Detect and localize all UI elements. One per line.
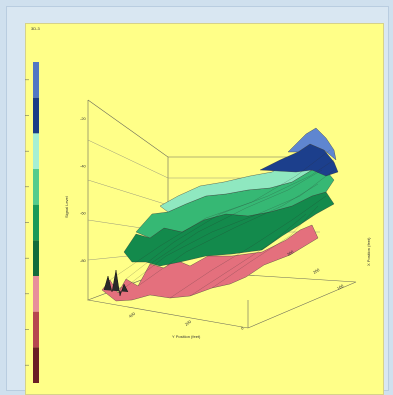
- y-tick-label: 200: [312, 267, 321, 275]
- x-axis-label: Y Position (feet): [172, 334, 201, 339]
- z-tick-label: -60: [80, 211, 87, 216]
- surface-band-red: [101, 224, 319, 302]
- y-tick-label: 300: [286, 249, 295, 257]
- legend-swatch: [33, 204, 39, 241]
- surface-band-blue-dark: [259, 143, 339, 177]
- legend-swatch: [33, 62, 39, 98]
- z-tick-label: -20: [80, 116, 87, 121]
- legend-swatch: [33, 169, 39, 205]
- legend-swatch: [33, 347, 39, 383]
- axis-labels: Signal Level Y Position (feet) X Positio…: [64, 196, 371, 339]
- legend-swatch: [33, 133, 39, 169]
- mesh-lines: [109, 149, 335, 299]
- surface-mesh: [101, 127, 339, 302]
- z-axis-label: Signal Level: [64, 196, 69, 218]
- legend-swatch: [33, 276, 39, 312]
- legend-swatch: [33, 311, 39, 348]
- surface-spikes: [103, 269, 129, 297]
- z-tick-labels: -80 -60 -40 -20: [80, 116, 87, 263]
- y-tick-labels: 300 200 100: [286, 249, 345, 291]
- z-tick-label: -40: [80, 163, 87, 168]
- x-tick-labels: 400 200 0: [128, 310, 245, 330]
- x-tick-label: 400: [128, 310, 137, 318]
- z-tick-label: -80: [80, 258, 87, 263]
- legend-swatch: [33, 240, 39, 276]
- surface-band-blue-light: [287, 127, 337, 161]
- plot-id-label: 3D-3: [31, 26, 40, 31]
- x-tick-label: 0: [240, 325, 245, 331]
- y-tick-label: 100: [336, 283, 345, 291]
- color-legend: [25, 62, 39, 383]
- y-axis-label: X Position (feet): [366, 237, 371, 266]
- x-tick-label: 200: [184, 318, 193, 326]
- legend-swatch: [33, 97, 39, 134]
